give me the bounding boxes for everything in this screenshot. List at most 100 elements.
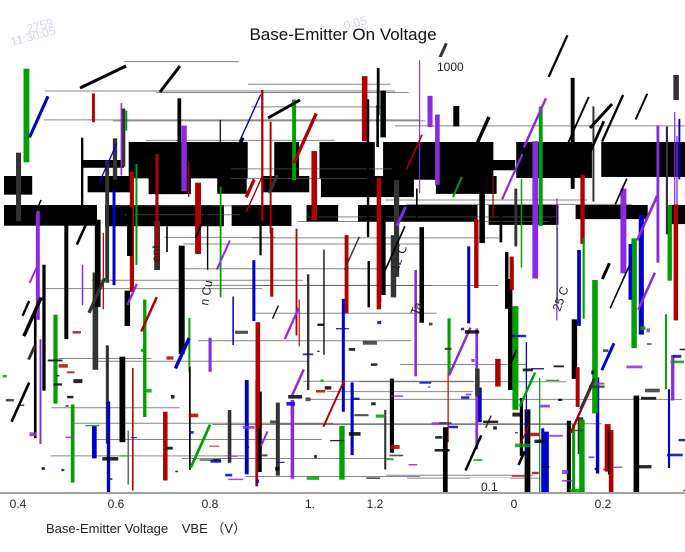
noise-speck <box>493 426 497 430</box>
glitch-streak <box>538 106 543 227</box>
noise-speck <box>166 356 174 360</box>
curve-fragment <box>126 283 138 306</box>
curve-fragment <box>517 450 526 466</box>
glitch-streak <box>292 99 297 181</box>
glitch-streak <box>474 219 479 288</box>
curve-fragment <box>28 95 50 139</box>
curve-fragment <box>22 296 43 337</box>
noise-speck <box>235 330 249 334</box>
glitch-streak <box>671 355 675 401</box>
glitch-streak <box>577 249 581 326</box>
noise-speck <box>613 466 623 468</box>
noise-speck <box>448 425 459 429</box>
noise-speck <box>431 422 447 425</box>
x-tick-label-0-8: 0.8 <box>202 497 219 511</box>
noise-speck <box>389 454 404 457</box>
glitch-streak <box>633 395 640 526</box>
glitch-streak <box>676 135 678 250</box>
glitch-streak <box>119 356 126 443</box>
glitch-streak <box>393 180 400 277</box>
noise-speck <box>210 459 222 463</box>
noise-speck <box>594 467 598 471</box>
curve-fragment <box>614 178 628 205</box>
curve-fragment <box>501 153 524 200</box>
curve-fragment-top <box>158 65 182 93</box>
glitch-streak <box>219 119 221 147</box>
glitch-streak <box>270 227 274 297</box>
curve-fragment <box>635 195 659 241</box>
noise-speck <box>41 467 45 470</box>
noise-speck <box>120 455 129 457</box>
glitch-streak <box>665 314 667 390</box>
glitch-band-0 <box>516 142 592 179</box>
noise-speck <box>189 431 194 434</box>
curve-fragment <box>28 264 39 284</box>
glitch-streak <box>127 430 129 485</box>
noise-speck <box>53 383 63 386</box>
noise-speck <box>67 395 74 399</box>
glitch-streak <box>572 423 576 517</box>
noise-speck <box>531 367 544 370</box>
noise-speck <box>471 358 475 363</box>
noise-speck <box>666 453 683 457</box>
noise-speck <box>558 398 563 401</box>
glitch-streak <box>595 377 600 474</box>
glitch-streak <box>188 317 191 373</box>
glitch-streak <box>208 337 212 372</box>
glitch-streak <box>512 306 519 410</box>
glitch-streak <box>367 261 370 308</box>
y-tick-label-bg-top <box>425 57 473 75</box>
glitch-streak <box>16 152 22 222</box>
noise-speck <box>594 382 605 385</box>
glitch-streak <box>311 151 318 221</box>
noise-speck <box>540 404 550 408</box>
noise-speck <box>335 328 349 330</box>
curve-fragment <box>140 296 158 333</box>
glitch-streak <box>673 74 679 101</box>
glitch-streak <box>91 426 97 459</box>
curve-fragment <box>522 97 548 148</box>
glitch-streak <box>341 298 345 412</box>
noise-speck <box>165 446 173 450</box>
noise-speck <box>65 436 75 439</box>
glitch-streak <box>504 251 509 309</box>
noise-speck <box>588 385 605 388</box>
noise-speck <box>435 436 443 439</box>
noise-speck <box>465 393 472 396</box>
glitch-streak <box>575 367 580 407</box>
glitch-streak <box>638 214 644 335</box>
glitch-streak <box>366 99 370 238</box>
curve-fragment <box>189 423 212 468</box>
glitch-streak <box>492 174 494 218</box>
glitch-streak <box>275 402 280 476</box>
glitch-band-3 <box>616 160 685 172</box>
curve-fragment <box>292 112 318 164</box>
glitch-streak <box>667 204 672 281</box>
glitch-streak <box>476 387 482 423</box>
curve-fragment <box>464 434 483 471</box>
noise-speck <box>683 489 685 492</box>
curve-fragment <box>224 137 245 176</box>
curve-fragment <box>579 377 596 410</box>
noise-speck <box>188 413 199 418</box>
curve-fragment <box>471 146 491 185</box>
glitch-streak <box>556 226 559 302</box>
glitch-streak <box>252 260 256 322</box>
noise-speck <box>637 465 652 469</box>
noise-speck <box>275 466 280 471</box>
glitch-band-3 <box>483 160 516 171</box>
x-tick-label-1-2: 1.2 <box>367 497 384 511</box>
curve-fragment-top <box>267 98 301 120</box>
glitch-streak <box>350 382 354 456</box>
noise-speck <box>603 468 609 471</box>
glitch-streak <box>519 398 524 456</box>
noise-speck <box>255 479 259 484</box>
glitch-streak <box>541 428 545 547</box>
curve-fragment <box>173 337 191 370</box>
curve-fragment <box>245 176 263 213</box>
glitch-streak <box>447 360 449 443</box>
noise-speck <box>428 322 433 326</box>
curve-fragment <box>547 34 569 78</box>
glitch-streak <box>81 137 84 214</box>
curve-fragment <box>442 173 450 188</box>
